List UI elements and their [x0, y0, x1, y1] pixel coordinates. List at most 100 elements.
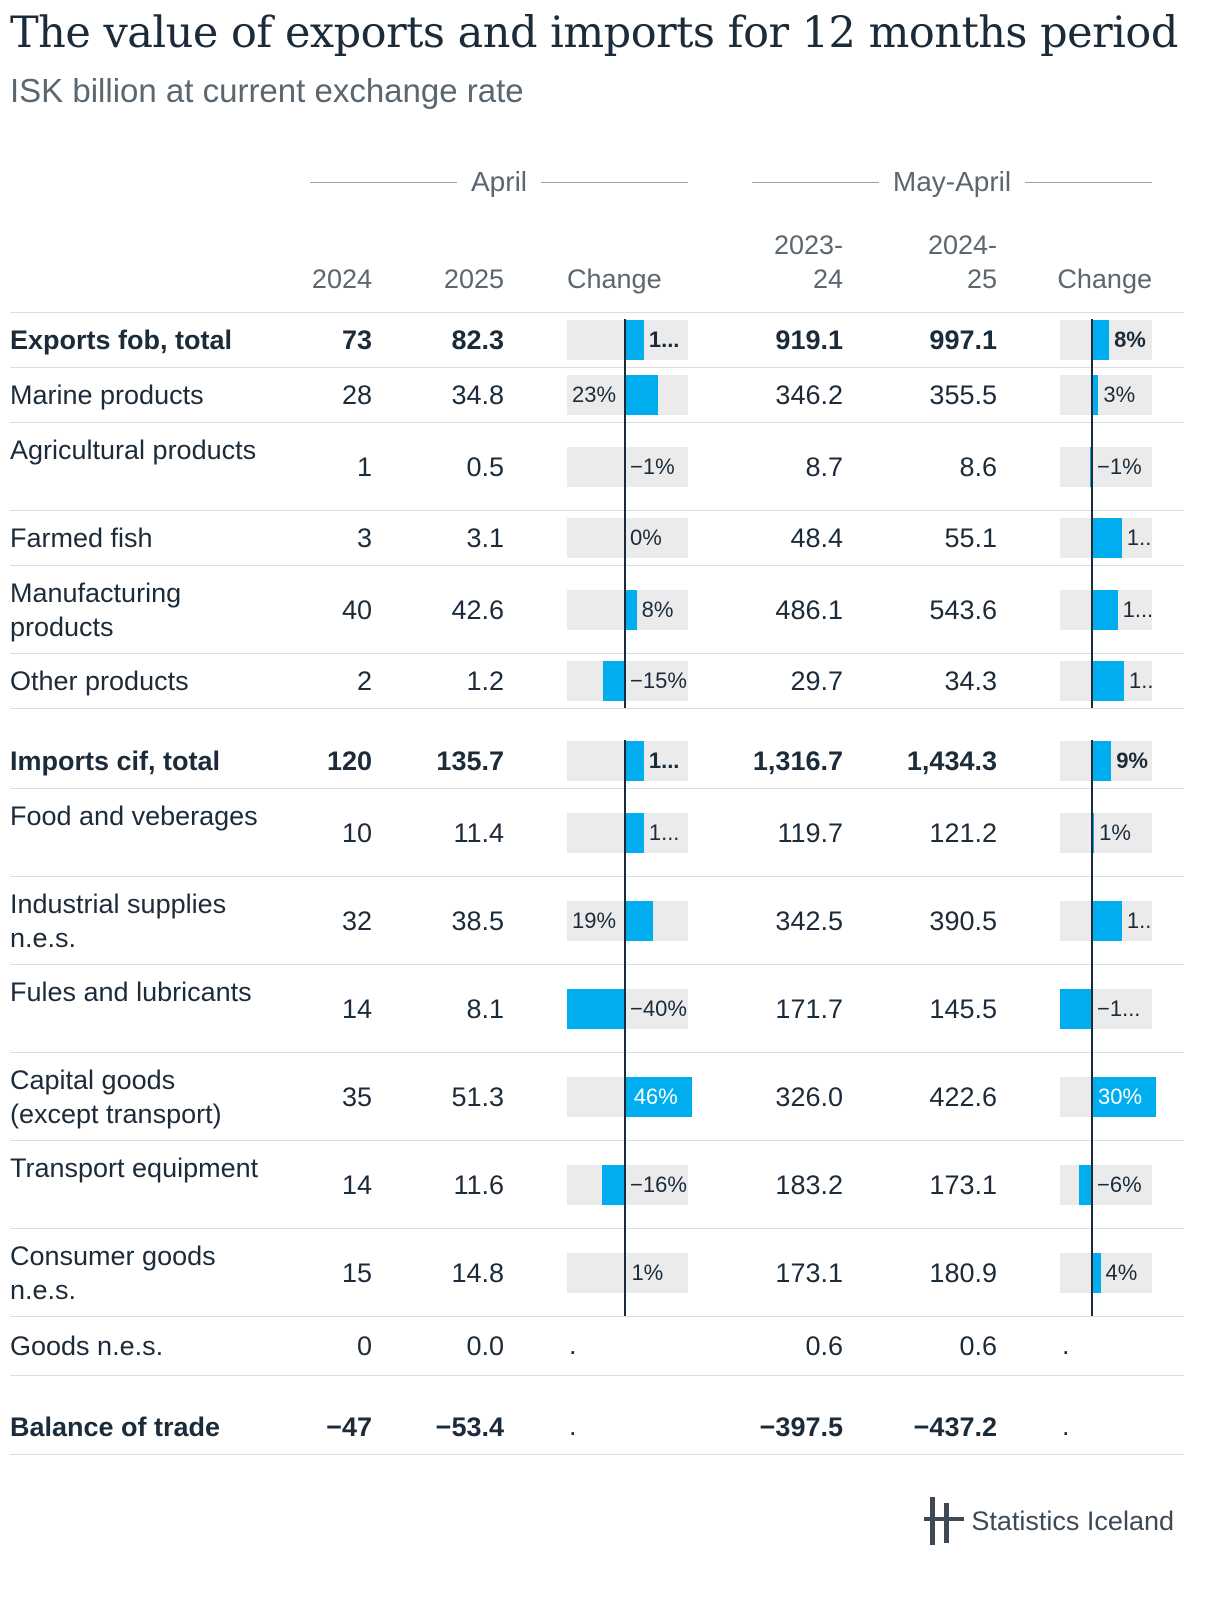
change-april-bar [601, 1164, 625, 1205]
change-april-bar [625, 741, 644, 781]
row-label: Imports cif, total [10, 746, 221, 776]
row-divider [10, 1316, 1184, 1317]
change-april-label: −16% [630, 1171, 687, 1197]
change-april-label: 1% [631, 1259, 664, 1285]
row-label: Consumer goods n.e.s. [10, 1240, 216, 1305]
change-may-april-label: 1.. [1126, 525, 1152, 550]
row-divider [10, 367, 1184, 368]
cell-v2425: 55.1 [944, 523, 997, 553]
cell-v2024: 73 [341, 325, 372, 355]
cell-v2425: 173.1 [929, 1169, 997, 1200]
cell-v2025: 0.5 [466, 451, 504, 482]
column-header-2023-24: 2023- 24 [773, 230, 843, 294]
cell-v2025: 34.8 [451, 380, 504, 410]
row-divider [10, 876, 1184, 877]
change-may-april-bar [1092, 589, 1118, 630]
change-may-april-axis-imports [1091, 740, 1093, 1316]
group-rule-right [1025, 181, 1153, 183]
change-may-april-label: 30% [1098, 1083, 1143, 1109]
column-header-2025: 2025 [443, 264, 504, 294]
section-divider [10, 708, 1184, 709]
change-may-april-bar [1092, 1252, 1101, 1293]
row-label: Transport equipment [10, 1152, 259, 1183]
change-may-april-bar [1092, 661, 1124, 701]
change-april-label: −1% [630, 453, 675, 479]
cell-v2324: 346.2 [775, 380, 843, 410]
row-label: Other products [10, 666, 189, 696]
change-may-april-label: 1% [1099, 819, 1131, 845]
change-april-axis-imports [624, 740, 626, 1316]
column-header-2024-25: 2024- 25 [927, 230, 997, 294]
change-april-empty: . [569, 1411, 577, 1441]
cell-v2324: 326.0 [775, 1081, 843, 1112]
change-april-bar [625, 589, 637, 630]
cell-v2324: 8.7 [805, 451, 843, 482]
cell-v2025: 11.4 [453, 817, 504, 848]
change-april-label: 23% [572, 382, 617, 407]
change-may-april-bar [1092, 320, 1110, 360]
change-may-april-bar [1092, 812, 1095, 853]
row-label: Industrial supplies n.e.s. [10, 888, 227, 953]
cell-v2324: 29.7 [790, 666, 843, 696]
group-label-may-april: May-April [892, 166, 1012, 197]
row-divider [10, 788, 1184, 789]
change-may-april-label: 9% [1116, 748, 1148, 773]
cell-v2024: 40 [341, 594, 372, 625]
row-divider [10, 1454, 1184, 1455]
row-divider [10, 964, 1184, 965]
cell-v2024: 15 [341, 1257, 372, 1288]
row-label: Fules and lubricants [10, 976, 252, 1007]
change-april-background [567, 446, 688, 487]
statistics-iceland-logo-icon [924, 1497, 964, 1545]
change-april-label: −40% [630, 995, 687, 1021]
change-april-label: 1... [648, 819, 680, 845]
change-april-label: 1... [648, 327, 680, 352]
row-divider [10, 565, 1184, 566]
change-april-label: 8% [641, 596, 674, 622]
row-divider [10, 1052, 1184, 1053]
change-may-april-empty: . [1062, 1411, 1070, 1441]
cell-v2025: 51.3 [451, 1081, 504, 1112]
change-may-april-bar [1092, 741, 1112, 781]
cell-v2324: 0.6 [805, 1331, 843, 1361]
change-may-april-label: 3% [1103, 382, 1136, 407]
change-may-april-background [1060, 375, 1152, 415]
change-may-april-bar [1092, 375, 1099, 415]
change-april-bar [567, 988, 625, 1029]
cell-v2024: 2 [356, 666, 372, 696]
change-may-april-bar [1060, 988, 1092, 1029]
cell-v2425: 145.5 [929, 993, 997, 1024]
change-may-april-label: 1.. [1126, 907, 1152, 933]
cell-v2425: 8.6 [959, 451, 997, 482]
cell-v2025: 0.0 [466, 1331, 504, 1361]
cell-v2025: 14.8 [451, 1257, 504, 1288]
cell-v2025: 8.1 [466, 993, 504, 1024]
cell-v2024: 120 [326, 746, 372, 776]
chart-subtitle: ISK billion at current exchange rate [10, 72, 524, 109]
change-may-april-bar [1092, 1076, 1156, 1117]
row-label: Marine products [10, 380, 204, 410]
change-april-bar [625, 320, 644, 360]
chart-title: The value of exports and imports for 12 … [10, 8, 1178, 58]
change-may-april-empty: . [1062, 1330, 1070, 1360]
cell-v2324: 171.7 [775, 993, 843, 1024]
change-april-label: −15% [630, 668, 687, 693]
change-may-april-label: −1... [1097, 995, 1141, 1021]
cell-v2324: 173.1 [775, 1257, 843, 1288]
column-header-2024: 2024 [311, 264, 372, 294]
change-may-april-label: 1.. [1129, 668, 1153, 693]
row-divider [10, 510, 1184, 511]
change-may-april-bar [1089, 446, 1092, 487]
cell-v2425: 180.9 [929, 1257, 997, 1288]
change-april-bar [603, 661, 625, 701]
cell-v2024: 1 [356, 451, 372, 482]
row-label: Balance of trade [10, 1412, 221, 1442]
change-may-april-label: 1... [1122, 596, 1153, 622]
cell-v2324: 48.4 [790, 523, 843, 553]
row-divider [10, 1228, 1184, 1229]
cell-v2024: 32 [341, 905, 372, 936]
row-label: Goods n.e.s. [10, 1331, 164, 1361]
change-may-april-label: −6% [1097, 1171, 1142, 1197]
cell-v2024: 35 [341, 1081, 372, 1112]
cell-v2025: 42.6 [451, 594, 504, 625]
